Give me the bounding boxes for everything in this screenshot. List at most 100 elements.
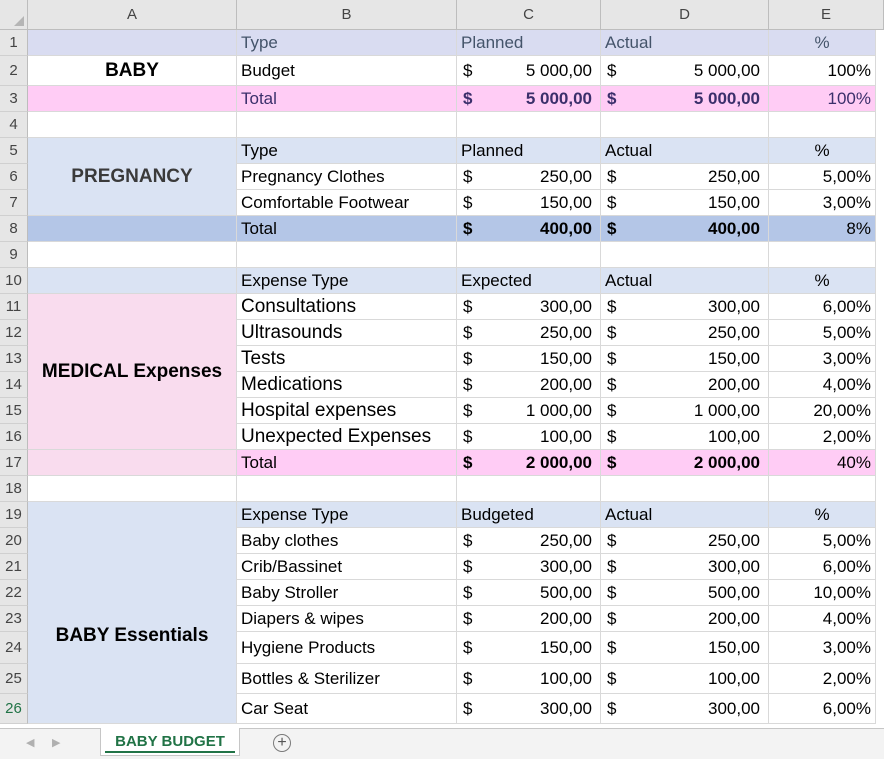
item-percent[interactable]: 5,00% xyxy=(769,320,876,346)
item-percent[interactable]: 3,00% xyxy=(769,632,876,664)
item-actual[interactable]: $250,00 xyxy=(601,528,769,554)
item-actual[interactable]: $500,00 xyxy=(601,580,769,606)
plus-circle-icon[interactable]: + xyxy=(273,734,291,752)
item-type[interactable]: Consultations xyxy=(237,294,457,320)
total-percent[interactable]: 100% xyxy=(769,86,876,112)
total-cell[interactable] xyxy=(28,86,237,112)
item-type[interactable]: Budget xyxy=(237,56,457,86)
header-planned[interactable]: Expected xyxy=(457,268,601,294)
empty-cell[interactable] xyxy=(601,476,769,502)
header-actual[interactable]: Actual xyxy=(601,138,769,164)
item-planned[interactable]: $1 000,00 xyxy=(457,398,601,424)
header-type[interactable]: Type xyxy=(237,138,457,164)
item-percent[interactable]: 3,00% xyxy=(769,346,876,372)
header-percent[interactable]: % xyxy=(769,502,876,528)
item-planned[interactable]: $150,00 xyxy=(457,632,601,664)
item-percent[interactable]: 10,00% xyxy=(769,580,876,606)
row-header-3[interactable]: 3 xyxy=(0,86,28,112)
item-planned[interactable]: $250,00 xyxy=(457,164,601,190)
total-cell[interactable] xyxy=(28,216,237,242)
row-header-18[interactable]: 18 xyxy=(0,476,28,502)
row-header-14[interactable]: 14 xyxy=(0,372,28,398)
total-actual[interactable]: $5 000,00 xyxy=(601,86,769,112)
row-header-20[interactable]: 20 xyxy=(0,528,28,554)
total-cell[interactable] xyxy=(28,450,237,476)
total-actual[interactable]: $2 000,00 xyxy=(601,450,769,476)
header-percent[interactable]: % xyxy=(769,268,876,294)
total-planned[interactable]: $2 000,00 xyxy=(457,450,601,476)
item-planned[interactable]: $250,00 xyxy=(457,320,601,346)
row-header-9[interactable]: 9 xyxy=(0,242,28,268)
row-header-8[interactable]: 8 xyxy=(0,216,28,242)
item-planned[interactable]: $300,00 xyxy=(457,694,601,724)
row-header-16[interactable]: 16 xyxy=(0,424,28,450)
header-actual[interactable]: Actual xyxy=(601,268,769,294)
section-title-baby[interactable]: BABY xyxy=(28,56,237,86)
row-header-5[interactable]: 5 xyxy=(0,138,28,164)
item-percent[interactable]: 6,00% xyxy=(769,694,876,724)
item-actual[interactable]: $300,00 xyxy=(601,694,769,724)
empty-cell[interactable] xyxy=(457,112,601,138)
empty-cell[interactable] xyxy=(28,112,237,138)
total-planned[interactable]: $400,00 xyxy=(457,216,601,242)
header-percent[interactable]: % xyxy=(769,30,876,56)
item-actual[interactable]: $300,00 xyxy=(601,294,769,320)
column-header-d[interactable]: D xyxy=(601,0,769,30)
row-header-19[interactable]: 19 xyxy=(0,502,28,528)
select-all-corner[interactable] xyxy=(0,0,28,30)
item-type[interactable]: Ultrasounds xyxy=(237,320,457,346)
chevron-left-icon[interactable]: ◀ xyxy=(26,737,35,749)
header-type[interactable]: Expense Type xyxy=(237,502,457,528)
header-percent[interactable]: % xyxy=(769,138,876,164)
item-actual[interactable]: $1 000,00 xyxy=(601,398,769,424)
item-actual[interactable]: $150,00 xyxy=(601,190,769,216)
empty-cell[interactable] xyxy=(237,112,457,138)
item-percent[interactable]: 2,00% xyxy=(769,664,876,694)
row-header-22[interactable]: 22 xyxy=(0,580,28,606)
item-type[interactable]: Diapers & wipes xyxy=(237,606,457,632)
item-actual[interactable]: $5 000,00 xyxy=(601,56,769,86)
header-planned[interactable]: Planned xyxy=(457,138,601,164)
row-header-24[interactable]: 24 xyxy=(0,632,28,664)
total-label[interactable]: Total xyxy=(237,216,457,242)
row-header-13[interactable]: 13 xyxy=(0,346,28,372)
row-header-15[interactable]: 15 xyxy=(0,398,28,424)
header-planned[interactable]: Planned xyxy=(457,30,601,56)
total-label[interactable]: Total xyxy=(237,86,457,112)
item-actual[interactable]: $150,00 xyxy=(601,346,769,372)
row-header-2[interactable]: 2 xyxy=(0,56,28,86)
item-percent[interactable]: 100% xyxy=(769,56,876,86)
empty-cell[interactable] xyxy=(769,242,876,268)
item-actual[interactable]: $100,00 xyxy=(601,424,769,450)
chevron-right-icon[interactable]: ▶ xyxy=(52,737,61,749)
total-percent[interactable]: 8% xyxy=(769,216,876,242)
item-actual[interactable]: $150,00 xyxy=(601,632,769,664)
item-type[interactable]: Unexpected Expenses xyxy=(237,424,457,450)
item-actual[interactable]: $200,00 xyxy=(601,606,769,632)
item-planned[interactable]: $200,00 xyxy=(457,372,601,398)
empty-cell[interactable] xyxy=(457,242,601,268)
item-percent[interactable]: 5,00% xyxy=(769,528,876,554)
total-actual[interactable]: $400,00 xyxy=(601,216,769,242)
total-percent[interactable]: 40% xyxy=(769,450,876,476)
row-header-1[interactable]: 1 xyxy=(0,30,28,56)
column-header-b[interactable]: B xyxy=(237,0,457,30)
empty-cell[interactable] xyxy=(601,112,769,138)
column-header-a[interactable]: A xyxy=(28,0,237,30)
item-type[interactable]: Pregnancy Clothes xyxy=(237,164,457,190)
item-type[interactable]: Crib/Bassinet xyxy=(237,554,457,580)
item-type[interactable]: Baby clothes xyxy=(237,528,457,554)
row-header-6[interactable]: 6 xyxy=(0,164,28,190)
item-planned[interactable]: $300,00 xyxy=(457,554,601,580)
item-percent[interactable]: 6,00% xyxy=(769,554,876,580)
item-planned[interactable]: $150,00 xyxy=(457,190,601,216)
item-actual[interactable]: $100,00 xyxy=(601,664,769,694)
row-header-4[interactable]: 4 xyxy=(0,112,28,138)
empty-cell[interactable] xyxy=(769,476,876,502)
item-percent[interactable]: 20,00% xyxy=(769,398,876,424)
header-type[interactable]: Expense Type xyxy=(237,268,457,294)
item-percent[interactable]: 6,00% xyxy=(769,294,876,320)
row-header-23[interactable]: 23 xyxy=(0,606,28,632)
item-actual[interactable]: $250,00 xyxy=(601,320,769,346)
